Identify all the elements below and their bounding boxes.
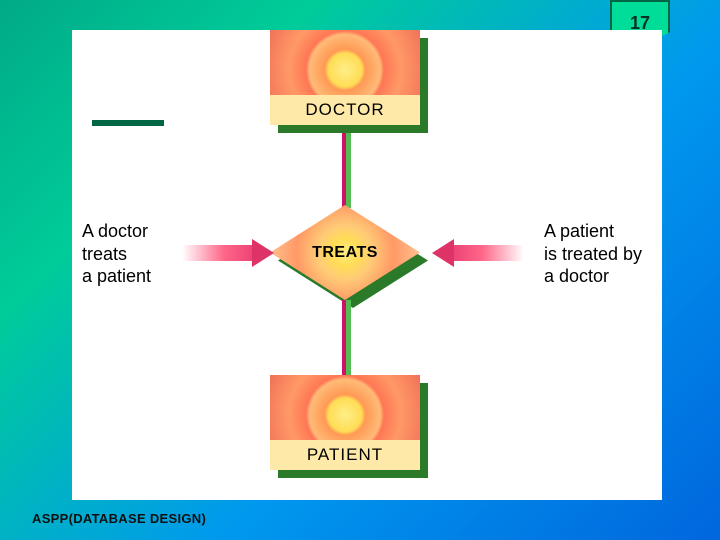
arrow-head-icon [432, 239, 454, 267]
edge-treats-patient [342, 300, 352, 375]
entity-label: PATIENT [270, 440, 420, 470]
arrow-head-icon [252, 239, 274, 267]
diamond-box: TREATS [270, 205, 420, 300]
arrow-shaft [182, 245, 252, 261]
footer-text: ASPP(DATABASE DESIGN) [32, 511, 206, 526]
edge-doctor-treats [342, 133, 352, 208]
entity-patient: PATIENT [270, 375, 420, 470]
entity-doctor: DOCTOR [270, 30, 420, 125]
title-underline [92, 120, 164, 126]
entity-label: DOCTOR [270, 95, 420, 125]
caption-right: A patientis treated bya doctor [544, 220, 674, 288]
relationship-treats: TREATS [270, 205, 430, 305]
diagram-canvas: DOCTOR TREATS PATIENT A doctortreatsa pa… [72, 30, 662, 500]
arrow-shaft [454, 245, 524, 261]
arrow-right [432, 239, 524, 267]
caption-left: A doctortreatsa patient [82, 220, 192, 288]
arrow-left [182, 239, 274, 267]
